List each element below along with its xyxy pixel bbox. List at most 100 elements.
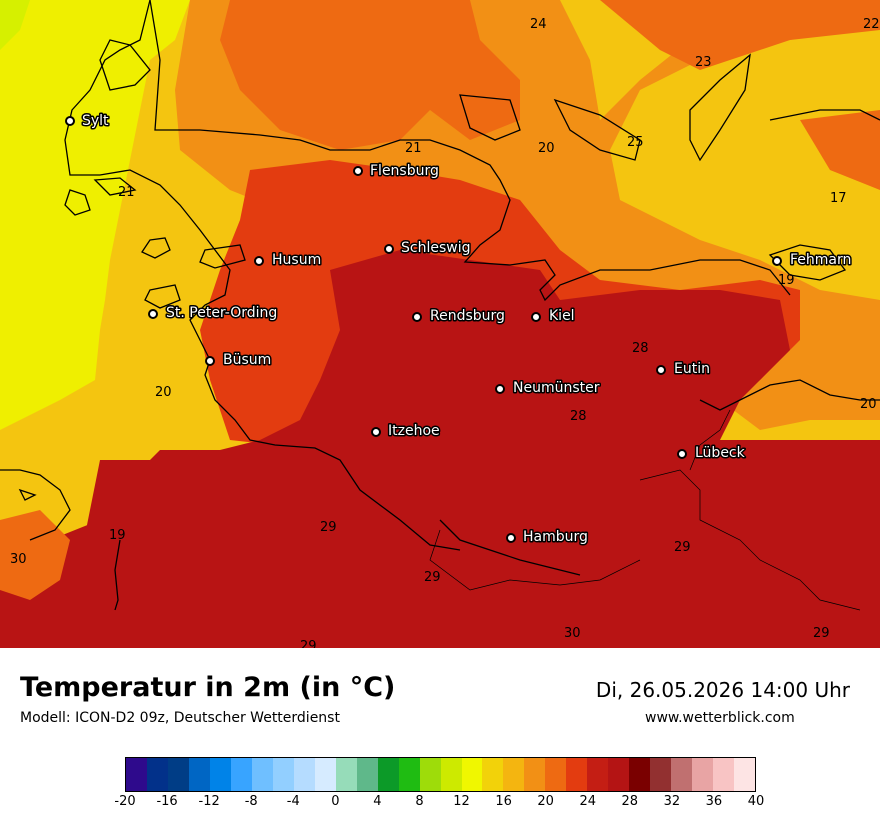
- legend-tick-label: 8: [415, 794, 424, 809]
- city-markers: Sylt Flensburg Schleswig Husum St. Peter…: [65, 112, 853, 547]
- temp-label: 29: [674, 540, 691, 555]
- legend-color-swatch: [398, 758, 420, 791]
- color-legend-bar: [125, 757, 756, 792]
- temp-field-t24-sw: [0, 510, 70, 600]
- legend-color-swatch: [545, 758, 567, 791]
- city-luebeck[interactable]: Lübeck: [677, 444, 747, 463]
- legend-tick-label: 12: [453, 794, 470, 809]
- city-buesum[interactable]: Büsum: [205, 351, 273, 370]
- city-label: Sylt: [82, 113, 109, 129]
- city-label: Fehmarn: [790, 252, 851, 268]
- legend-color-swatch: [230, 758, 252, 791]
- legend-tick-label: 36: [705, 794, 723, 809]
- legend-color-swatch: [734, 758, 756, 791]
- temp-field-yellowgreen: [0, 0, 30, 50]
- city-sylt[interactable]: Sylt: [65, 112, 111, 131]
- city-label: Flensburg: [370, 163, 439, 179]
- legend-tick-label: 28: [621, 794, 639, 809]
- legend-tick-label: -20: [114, 794, 136, 809]
- temp-label: 29: [320, 520, 337, 535]
- city-label: Itzehoe: [388, 423, 440, 439]
- temp-label: 30: [10, 552, 27, 567]
- temp-label: 19: [778, 273, 795, 288]
- legend-color-swatch: [692, 758, 714, 791]
- city-label: Neumünster: [513, 380, 600, 396]
- color-legend-ticks: -20 -16 -12 -8 -4 0 4 8 12 16 20 24 28 32 36 40: [114, 794, 764, 814]
- temp-label: 21: [118, 185, 135, 200]
- city-label: Büsum: [223, 352, 271, 368]
- legend-color-swatch: [713, 758, 735, 791]
- temp-field-t20-east: [690, 40, 880, 300]
- legend-color-swatch: [671, 758, 693, 791]
- temp-field-t28-south: [0, 460, 880, 648]
- temp-label: 20: [860, 397, 877, 412]
- temp-label: 28: [570, 409, 587, 424]
- city-label: Schleswig: [401, 240, 470, 256]
- city-hamburg[interactable]: Hamburg: [506, 528, 589, 547]
- temp-field-t24-north: [220, 0, 520, 150]
- legend-tick-label: 24: [579, 794, 596, 809]
- legend-color-swatch: [566, 758, 588, 791]
- legend-tick-label: 32: [663, 794, 681, 809]
- legend-color-swatch: [188, 758, 210, 791]
- map-title: Temperatur in 2m (in °C): [20, 672, 396, 703]
- temp-label: 25: [627, 135, 644, 150]
- legend-tick-label: 16: [495, 794, 512, 809]
- temp-label: 24: [530, 17, 547, 32]
- temperature-map[interactable]: 24 22 23 21 20 25 21 17 19 28 20 28 20 1…: [0, 0, 880, 648]
- legend-color-swatch: [524, 758, 546, 791]
- legend-color-swatch: [587, 758, 609, 791]
- temp-label: 28: [632, 341, 649, 356]
- legend-tick-label: 40: [747, 794, 765, 809]
- map-canvas: 24 22 23 21 20 25 21 17 19 28 20 28 20 1…: [0, 0, 880, 648]
- legend-color-swatch: [440, 758, 462, 791]
- city-neumuenster[interactable]: Neumünster: [495, 379, 601, 398]
- city-flensburg[interactable]: Flensburg: [353, 162, 440, 181]
- legend-color-swatch: [629, 758, 651, 791]
- temp-label: 20: [538, 141, 555, 156]
- legend-color-swatch: [608, 758, 630, 791]
- legend-tick-label: -8: [244, 794, 258, 809]
- legend-color-swatch: [377, 758, 399, 791]
- legend-tick-label: -16: [156, 794, 178, 809]
- legend-tick-label: 0: [331, 794, 340, 809]
- temp-label: 20: [155, 385, 172, 400]
- temperature-labels: 24 22 23 21 20 25 21 17 19 28 20 28 20 1…: [10, 17, 880, 648]
- temp-label: 29: [300, 639, 317, 648]
- city-schleswig[interactable]: Schleswig: [384, 239, 472, 258]
- legend-tick-label: -4: [286, 794, 300, 809]
- city-label: Lübeck: [695, 445, 746, 461]
- temp-label: 19: [109, 528, 126, 543]
- legend-color-swatch: [251, 758, 273, 791]
- forecast-datetime: Di, 26.05.2026 14:00 Uhr: [595, 678, 850, 702]
- legend-color-swatch: [209, 758, 231, 791]
- city-kiel[interactable]: Kiel: [531, 307, 576, 326]
- temp-label: 30: [564, 626, 581, 641]
- city-label: Eutin: [674, 361, 710, 377]
- city-eutin[interactable]: Eutin: [656, 360, 711, 379]
- city-husum[interactable]: Husum: [254, 251, 323, 270]
- legend-color-swatch: [126, 758, 147, 791]
- model-info: Modell: ICON-D2 09z, Deutscher Wetterdie…: [20, 710, 340, 726]
- temp-label: 29: [424, 570, 441, 585]
- city-fehmarn[interactable]: Fehmarn: [772, 251, 853, 270]
- website-link[interactable]: www.wetterblick.com: [645, 710, 795, 726]
- temp-label: 23: [695, 55, 712, 70]
- temp-label: 22: [863, 17, 880, 32]
- city-st-peter-ording[interactable]: St. Peter-Ording: [148, 304, 279, 323]
- legend-color-swatch: [482, 758, 504, 791]
- legend-color-swatch: [356, 758, 378, 791]
- legend-color-swatch: [314, 758, 336, 791]
- city-itzehoe[interactable]: Itzehoe: [371, 422, 441, 441]
- temp-label: 17: [830, 191, 847, 206]
- city-rendsburg[interactable]: Rendsburg: [412, 307, 506, 326]
- map-footer: Temperatur in 2m (in °C) Modell: ICON-D2…: [0, 648, 880, 830]
- temp-field-t16-west: [0, 0, 190, 430]
- temp-field-t24-ne: [600, 0, 880, 70]
- legend-color-swatch: [650, 758, 672, 791]
- legend-color-swatch: [167, 758, 189, 791]
- city-label: Husum: [272, 252, 321, 268]
- city-label: Rendsburg: [430, 308, 505, 324]
- state-borders: [429, 409, 861, 611]
- city-label: St. Peter-Ording: [166, 305, 277, 321]
